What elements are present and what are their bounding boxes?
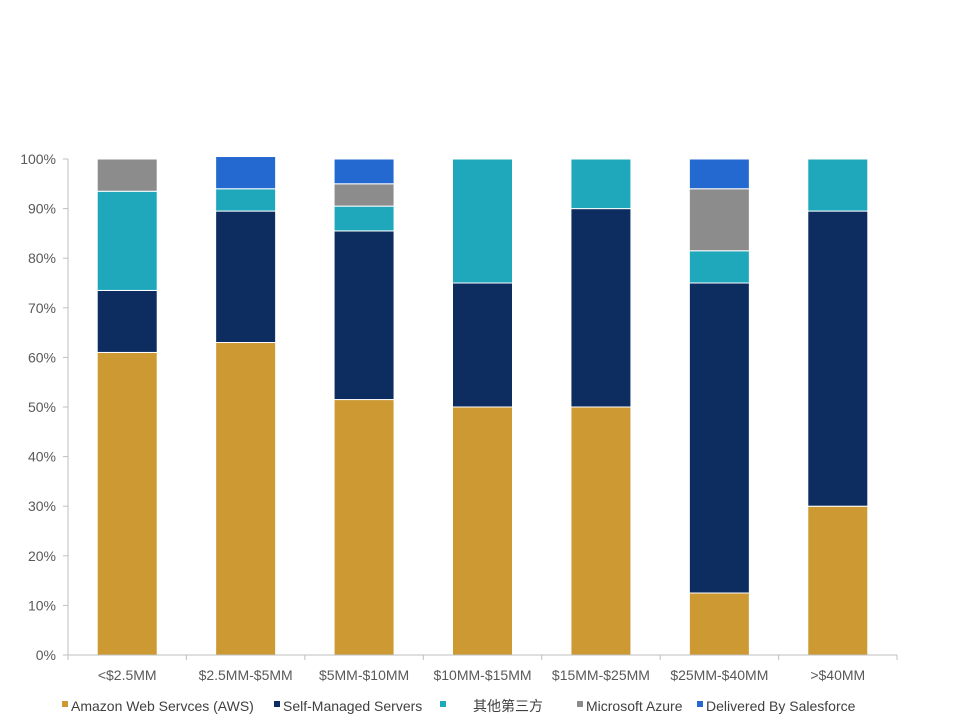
bar-segment-2-2	[333, 205, 395, 232]
y-tick-label: 90%	[28, 201, 56, 217]
bars-group	[96, 156, 869, 656]
y-tick-label: 20%	[28, 548, 56, 564]
x-tick-label: $2.5MM-$5MM	[199, 667, 293, 683]
legend-swatch	[697, 701, 703, 707]
bar-segment-0-1	[215, 342, 277, 656]
y-tick-label: 100%	[20, 151, 56, 167]
bar-segment-2-0	[96, 190, 158, 291]
x-tick-label: >$40MM	[810, 667, 865, 683]
bar-segment-0-2	[333, 399, 395, 656]
bar-segment-1-0	[96, 289, 158, 353]
x-tick-label: $25MM-$40MM	[670, 667, 768, 683]
y-tick-labels: 0% 10% 20% 30% 40% 50% 60% 70% 80% 90% 100%	[20, 151, 56, 663]
bar-segment-1-4	[570, 208, 632, 408]
bar-segment-1-1	[215, 210, 277, 344]
y-tick-label: 50%	[28, 399, 56, 415]
x-tick-labels: <$2.5MM $2.5MM-$5MM $5MM-$10MM $10MM-$15MM $…	[98, 667, 865, 683]
bar-segment-2-6	[807, 158, 869, 212]
bar-segment-1-3	[452, 282, 513, 408]
bar-segment-2-4	[570, 158, 632, 210]
bar-segment-3-0	[96, 158, 158, 192]
bar-segment-4-5	[688, 158, 750, 190]
y-tick-label: 70%	[28, 300, 56, 316]
legend: Amazon Web Servces (AWS) Self-Managed Ser…	[62, 698, 856, 714]
bar-segment-4-2	[333, 158, 395, 185]
bar-segment-3-5	[688, 188, 750, 252]
x-tick-label: $10MM-$15MM	[433, 667, 531, 683]
bar-segment-2-5	[688, 250, 750, 284]
legend-label: Microsoft Azure	[586, 698, 683, 714]
legend-swatch	[577, 701, 583, 707]
y-tick-label: 0%	[36, 647, 56, 663]
y-tick-label: 80%	[28, 250, 56, 266]
y-tick-label: 10%	[28, 597, 56, 613]
legend-swatch	[62, 701, 68, 707]
bar-segment-2-3	[452, 158, 513, 284]
legend-label: Amazon Web Servces (AWS)	[71, 698, 254, 714]
bar-segment-0-3	[452, 406, 513, 656]
bar-segment-0-6	[807, 505, 869, 656]
legend-swatch	[274, 701, 280, 707]
legend-label: 其他第三方	[473, 698, 543, 714]
bar-segment-0-4	[570, 406, 632, 656]
legend-label: Self-Managed Servers	[283, 698, 422, 714]
bar-segment-2-1	[215, 188, 277, 212]
axes-group	[63, 158, 898, 660]
x-tick-label: $5MM-$10MM	[319, 667, 409, 683]
bar-segment-0-0	[96, 351, 158, 656]
x-tick-label: <$2.5MM	[98, 667, 157, 683]
y-tick-label: 30%	[28, 498, 56, 514]
bar-segment-1-2	[333, 230, 395, 401]
y-tick-label: 40%	[28, 449, 56, 465]
bar-segment-4-1	[215, 156, 277, 190]
y-tick-label: 60%	[28, 349, 56, 365]
bar-segment-1-5	[688, 282, 750, 594]
legend-swatch	[440, 701, 446, 707]
legend-label: Delivered By Salesforce	[706, 698, 856, 714]
bar-segment-1-6	[807, 210, 869, 507]
bar-segment-0-5	[688, 592, 750, 656]
bar-segment-3-2	[333, 183, 395, 207]
x-tick-label: $15MM-$25MM	[552, 667, 650, 683]
